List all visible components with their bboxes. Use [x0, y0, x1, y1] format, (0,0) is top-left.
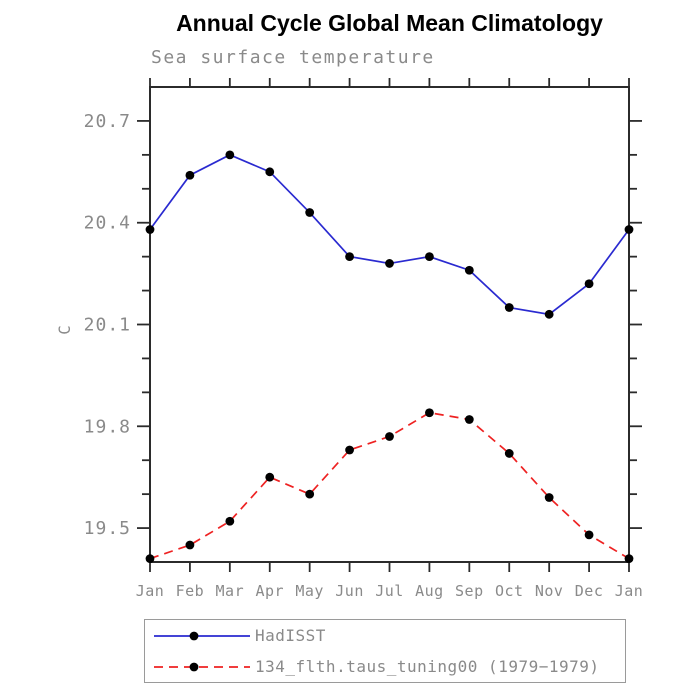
data-point	[504, 303, 514, 312]
data-point	[624, 554, 634, 564]
data-point	[185, 170, 195, 180]
data-point	[464, 415, 474, 424]
y-axis-tick-label: 19.8	[84, 416, 131, 437]
legend-item: 134_flth.taus_tuning00 (1979−1979)	[145, 651, 625, 682]
data-point	[145, 225, 155, 234]
y-axis-tick-label: 20.1	[84, 315, 131, 336]
data-point	[584, 279, 594, 289]
data-point	[385, 259, 394, 268]
legend-item: HadISST	[145, 620, 625, 651]
data-point	[145, 554, 155, 564]
data-point	[345, 445, 354, 455]
legend-line-sample	[154, 631, 250, 640]
data-point	[425, 252, 434, 262]
data-point	[345, 252, 354, 262]
y-axis-tick-label: 19.5	[84, 518, 131, 539]
x-axis-tick-label: May	[295, 582, 324, 600]
legend: HadISST 134_flth.taus_tuning00 (1979−1979…	[144, 619, 626, 683]
x-axis-tick-label: Sep	[455, 582, 484, 600]
x-axis-tick-label: Oct	[495, 582, 524, 600]
data-point	[624, 225, 634, 234]
x-axis-tick-label: Mar	[216, 582, 245, 600]
data-point	[544, 309, 554, 319]
y-axis-tick-label: 20.7	[84, 111, 131, 132]
chart-subtitle: Sea surface temperature	[151, 47, 435, 68]
x-axis-tick-label: Jan	[136, 582, 165, 600]
x-axis-tick-label: Dec	[575, 582, 604, 600]
data-point	[265, 167, 275, 177]
data-point	[305, 489, 315, 499]
data-point	[385, 432, 394, 441]
y-axis-tick-label: 20.4	[84, 213, 131, 234]
x-axis-tick-label: Jul	[375, 582, 404, 600]
legend-marker-dot	[189, 662, 199, 671]
x-axis-tick-label: Aug	[415, 582, 444, 600]
x-axis-tick-label: Feb	[176, 582, 205, 600]
legend-item-label: HadISST	[255, 626, 326, 645]
data-point	[584, 530, 594, 540]
x-axis-tick-label: Nov	[535, 582, 564, 600]
legend-marker-dot	[189, 631, 199, 640]
data-point	[265, 472, 275, 482]
data-point	[504, 449, 514, 458]
data-point	[425, 408, 434, 418]
x-axis-tick-label: Jan	[615, 582, 644, 600]
y-axis-title: C	[55, 325, 74, 335]
data-point	[544, 493, 554, 502]
legend-item-label: 134_flth.taus_tuning00 (1979−1979)	[255, 657, 600, 676]
data-point	[305, 208, 315, 217]
chart-title: Annual Cycle Global Mean Climatology	[176, 10, 603, 36]
data-point	[185, 540, 195, 550]
x-axis-tick-label: Apr	[255, 582, 284, 600]
legend-line-sample	[154, 662, 250, 671]
data-point	[464, 265, 474, 275]
data-point	[225, 516, 235, 526]
data-point	[225, 150, 235, 160]
x-axis-tick-label: Jun	[335, 582, 364, 600]
series-line-0	[149, 153, 630, 316]
